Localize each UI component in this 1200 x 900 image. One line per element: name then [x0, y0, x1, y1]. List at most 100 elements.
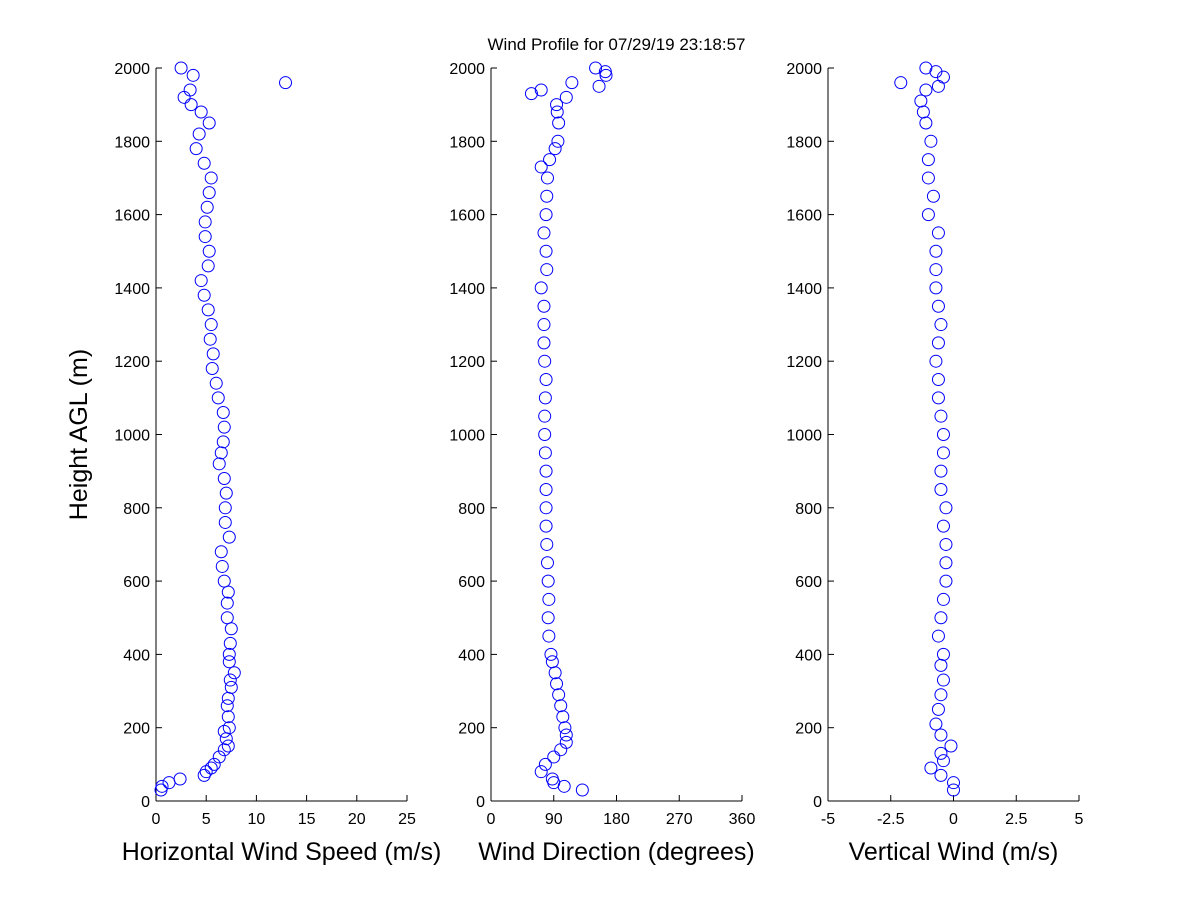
data-point — [201, 303, 215, 317]
data-point — [540, 189, 554, 203]
data-point — [186, 68, 200, 82]
data-point — [540, 556, 554, 570]
x-tick-label: -2.5 — [877, 811, 905, 828]
data-point — [931, 226, 945, 240]
data-point — [201, 259, 215, 273]
data-point — [209, 376, 223, 390]
y-tick-label: 200 — [795, 721, 822, 738]
data-point — [934, 728, 948, 742]
data-point — [524, 87, 538, 101]
data-point — [936, 428, 950, 441]
data-point — [197, 156, 211, 170]
data-point — [537, 299, 551, 313]
data-point — [200, 200, 214, 214]
data-point — [202, 186, 216, 200]
data-point — [924, 134, 938, 148]
data-point — [589, 61, 603, 75]
data-point — [929, 244, 943, 258]
data-point — [279, 76, 293, 90]
data-point — [947, 776, 960, 790]
data-point — [929, 717, 943, 731]
y-tick-label: 1000 — [449, 428, 485, 445]
data-point — [537, 318, 551, 332]
x-tick-label: 5 — [202, 811, 211, 828]
data-point — [550, 98, 564, 112]
data-point — [929, 281, 943, 295]
y-tick-label: 800 — [123, 501, 150, 518]
data-point — [540, 171, 554, 185]
data-point — [223, 673, 237, 687]
data-point — [202, 244, 216, 258]
data-point — [184, 98, 198, 112]
data-point — [537, 336, 551, 350]
data-point — [552, 116, 566, 130]
data-point — [931, 299, 945, 313]
data-point — [221, 739, 235, 753]
data-point — [598, 65, 612, 79]
data-point — [944, 739, 958, 753]
data-point — [538, 757, 552, 771]
x-axis-label: Wind Direction (degrees) — [478, 838, 755, 866]
data-point — [559, 728, 573, 742]
data-point — [194, 105, 208, 119]
y-tick-label: 600 — [795, 574, 822, 591]
y-tick-label: 1200 — [114, 354, 150, 371]
data-point — [538, 409, 552, 423]
data-point — [214, 545, 228, 559]
x-tick-label: 0 — [487, 811, 496, 828]
data-point — [537, 226, 551, 240]
data-point — [217, 420, 231, 434]
data-point — [203, 332, 217, 346]
data-point — [559, 735, 573, 749]
y-tick-label: 400 — [795, 647, 822, 664]
data-point — [539, 244, 553, 258]
y-tick-label: 1000 — [786, 428, 822, 445]
data-point — [183, 83, 197, 97]
data-point — [934, 611, 948, 625]
data-point — [198, 230, 212, 244]
data-point — [198, 215, 212, 229]
data-point — [207, 757, 221, 771]
data-point — [212, 750, 226, 764]
data-point — [540, 537, 554, 551]
data-point — [534, 83, 548, 97]
data-point — [194, 274, 208, 288]
data-point — [538, 428, 552, 441]
data-point — [155, 779, 169, 793]
data-point — [202, 116, 216, 130]
data-point — [936, 647, 950, 661]
y-tick-label: 800 — [795, 501, 822, 518]
data-point — [224, 680, 238, 694]
data-point — [216, 406, 230, 420]
data-point — [542, 629, 556, 643]
data-point — [939, 556, 953, 570]
data-point — [936, 592, 950, 606]
data-point — [174, 61, 188, 75]
y-tick-label: 600 — [123, 574, 150, 591]
data-point — [921, 171, 935, 185]
chart-title: Wind Profile for 07/29/19 23:18:57 — [488, 35, 746, 54]
y-tick-label: 1800 — [449, 134, 485, 151]
data-point — [220, 596, 234, 610]
data-point — [544, 647, 558, 661]
data-point — [204, 318, 218, 332]
data-point — [227, 666, 241, 680]
data-point — [575, 783, 589, 797]
data-point — [539, 208, 553, 222]
data-point — [206, 347, 220, 361]
data-point — [947, 783, 960, 797]
data-point — [934, 464, 948, 478]
data-point — [218, 515, 232, 529]
y-tick-label: 2000 — [786, 61, 822, 78]
data-point — [218, 501, 232, 515]
x-tick-label: 90 — [545, 811, 563, 828]
x-tick-label: 180 — [603, 811, 630, 828]
data-point — [936, 673, 950, 687]
data-point — [894, 76, 908, 90]
data-point — [211, 391, 225, 405]
data-point — [192, 127, 206, 141]
y-tick-label: 1800 — [114, 134, 150, 151]
